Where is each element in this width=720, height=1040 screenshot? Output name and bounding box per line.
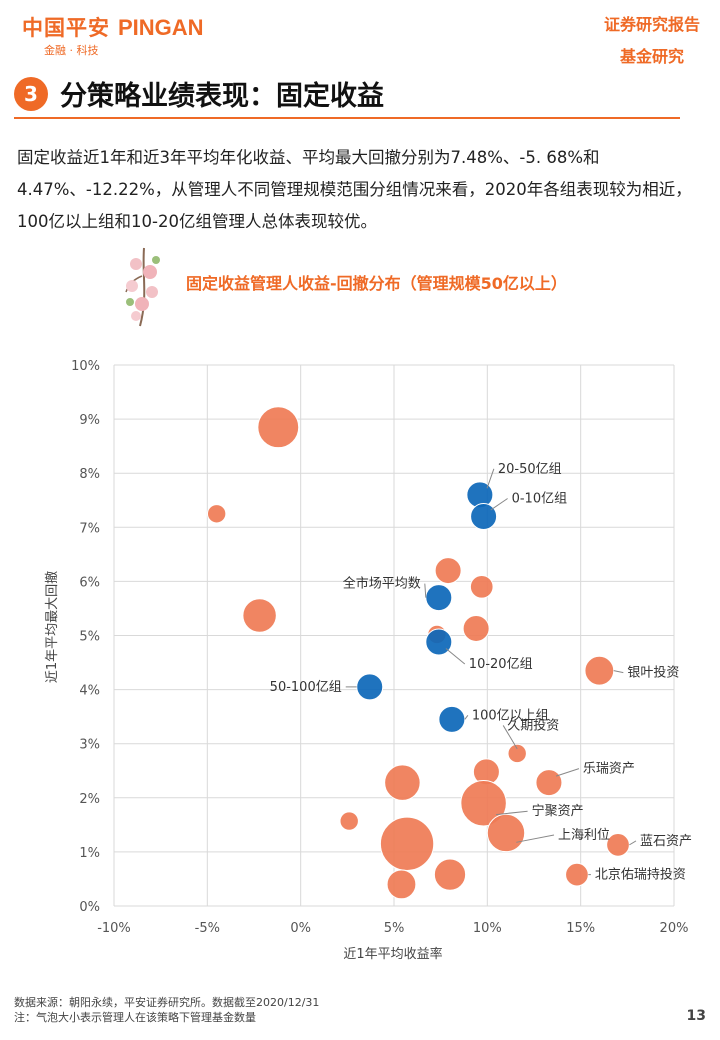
data-label: 久期投资 [507,717,559,733]
x-tick-label: -5% [195,921,220,936]
data-bubble [565,862,589,887]
label-leader-line [464,715,469,720]
label-leader-line [424,583,427,598]
data-bubble [384,764,421,801]
y-tick-label: 7% [79,521,100,536]
data-bubble [486,813,526,853]
data-bubble [339,811,359,831]
data-bubble [462,614,490,642]
x-axis-label: 近1年平均收益率 [343,946,442,962]
data-bubble [206,504,227,524]
x-tick-label: 10% [473,921,502,936]
body-paragraph: 固定收益近1年和近3年平均年化收益、平均最大回撤分别为7.48%、-5. 68%… [17,148,692,231]
logo-tagline: 金融 · 科技 [44,44,99,57]
x-tick-label: -10% [97,921,131,936]
data-bubble [535,769,563,797]
chart-title: 固定收益管理人收益-回撤分布（管理规模50亿以上） [186,274,567,293]
data-bubble [470,502,498,530]
blossom-icon [125,247,160,327]
x-tick-label: 15% [566,921,595,936]
data-label: 20-50亿组 [498,462,562,477]
y-tick-label: 3% [79,738,100,753]
y-tick-label: 0% [79,900,100,915]
label-leader-line [502,725,518,750]
y-tick-label: 8% [79,467,100,482]
label-leader-line [555,768,580,777]
data-label: 北京佑瑞持投资 [595,867,686,883]
data-bubble [425,628,453,656]
page-number: 13 [686,1008,706,1024]
data-label: 上海利位 [558,828,610,843]
data-label: 蓝石资产 [640,834,692,849]
data-bubble [425,584,453,612]
report-type: 证券研究报告 基金研究 [604,9,700,73]
data-bubble [606,833,630,857]
label-leader-line [496,810,528,816]
data-bubble [356,673,384,701]
section-number-badge: 3 [14,77,48,111]
logo-en-text: PINGAN [118,15,204,40]
data-bubble [460,779,507,827]
label-leader-line [516,834,555,843]
logo-cn-text: 中国平安 [22,16,110,40]
data-label: 50-100亿组 [270,680,342,695]
data-bubble [507,743,527,764]
y-tick-label: 1% [79,846,100,861]
data-label: 全市场平均数 [343,576,421,592]
footer-notes: 数据来源：朝阳永续，平安证券研究所。数据截至2020/12/31 注：气泡大小表… [14,995,319,1025]
report-type-line-2: 基金研究 [619,47,684,66]
data-bubble [584,655,615,686]
data-bubble [386,869,417,900]
label-leader-line [613,670,624,674]
data-label: 10-20亿组 [469,657,533,672]
label-leader-line [486,468,495,489]
y-tick-label: 5% [79,630,100,645]
label-leader-line [490,498,508,511]
x-tick-label: 20% [660,921,689,936]
y-axis-label: 近1年平均最大回撤 [44,571,60,683]
data-source-note: 数据来源：朝阳永续，平安证券研究所。数据截至2020/12/31 [14,996,320,1009]
data-bubble [257,406,300,449]
data-bubble [433,858,467,891]
data-bubble [242,598,277,633]
data-bubble [438,705,466,733]
y-tick-label: 2% [79,792,100,807]
section-title: 分策略业绩表现：固定收益 [60,81,384,112]
bubble-size-note: 注：气泡大小表示管理人在该策略下管理基金数量 [14,1011,256,1024]
y-tick-label: 6% [79,575,100,590]
bubble-chart: -10% -5% 0% 5% 10% 15% 20% 0% 1% 2% 3% 4% 5% 6% 7% 8% 9%… [44,359,692,962]
pingan-logo: 中国平安 PINGAN [22,12,204,42]
data-label: 宁聚资产 [532,803,584,819]
x-tick-label: 0% [290,921,311,936]
data-label: 银叶投资 [627,665,679,681]
label-leader-line [445,648,466,665]
y-tick-label: 4% [79,684,100,699]
data-bubble [379,816,435,871]
report-type-line-1: 证券研究报告 [603,15,700,34]
data-label: 乐瑞资产 [583,762,635,777]
y-tick-label: 9% [79,413,100,428]
y-tick-label: 10% [71,359,100,374]
data-label: 100亿以上组 [472,708,549,723]
x-tick-label: 5% [384,921,405,936]
data-bubble [469,574,494,599]
section-divider [14,117,680,119]
data-label: 0-10亿组 [512,491,568,506]
label-leader-line [629,840,637,846]
data-bubble [434,557,462,585]
